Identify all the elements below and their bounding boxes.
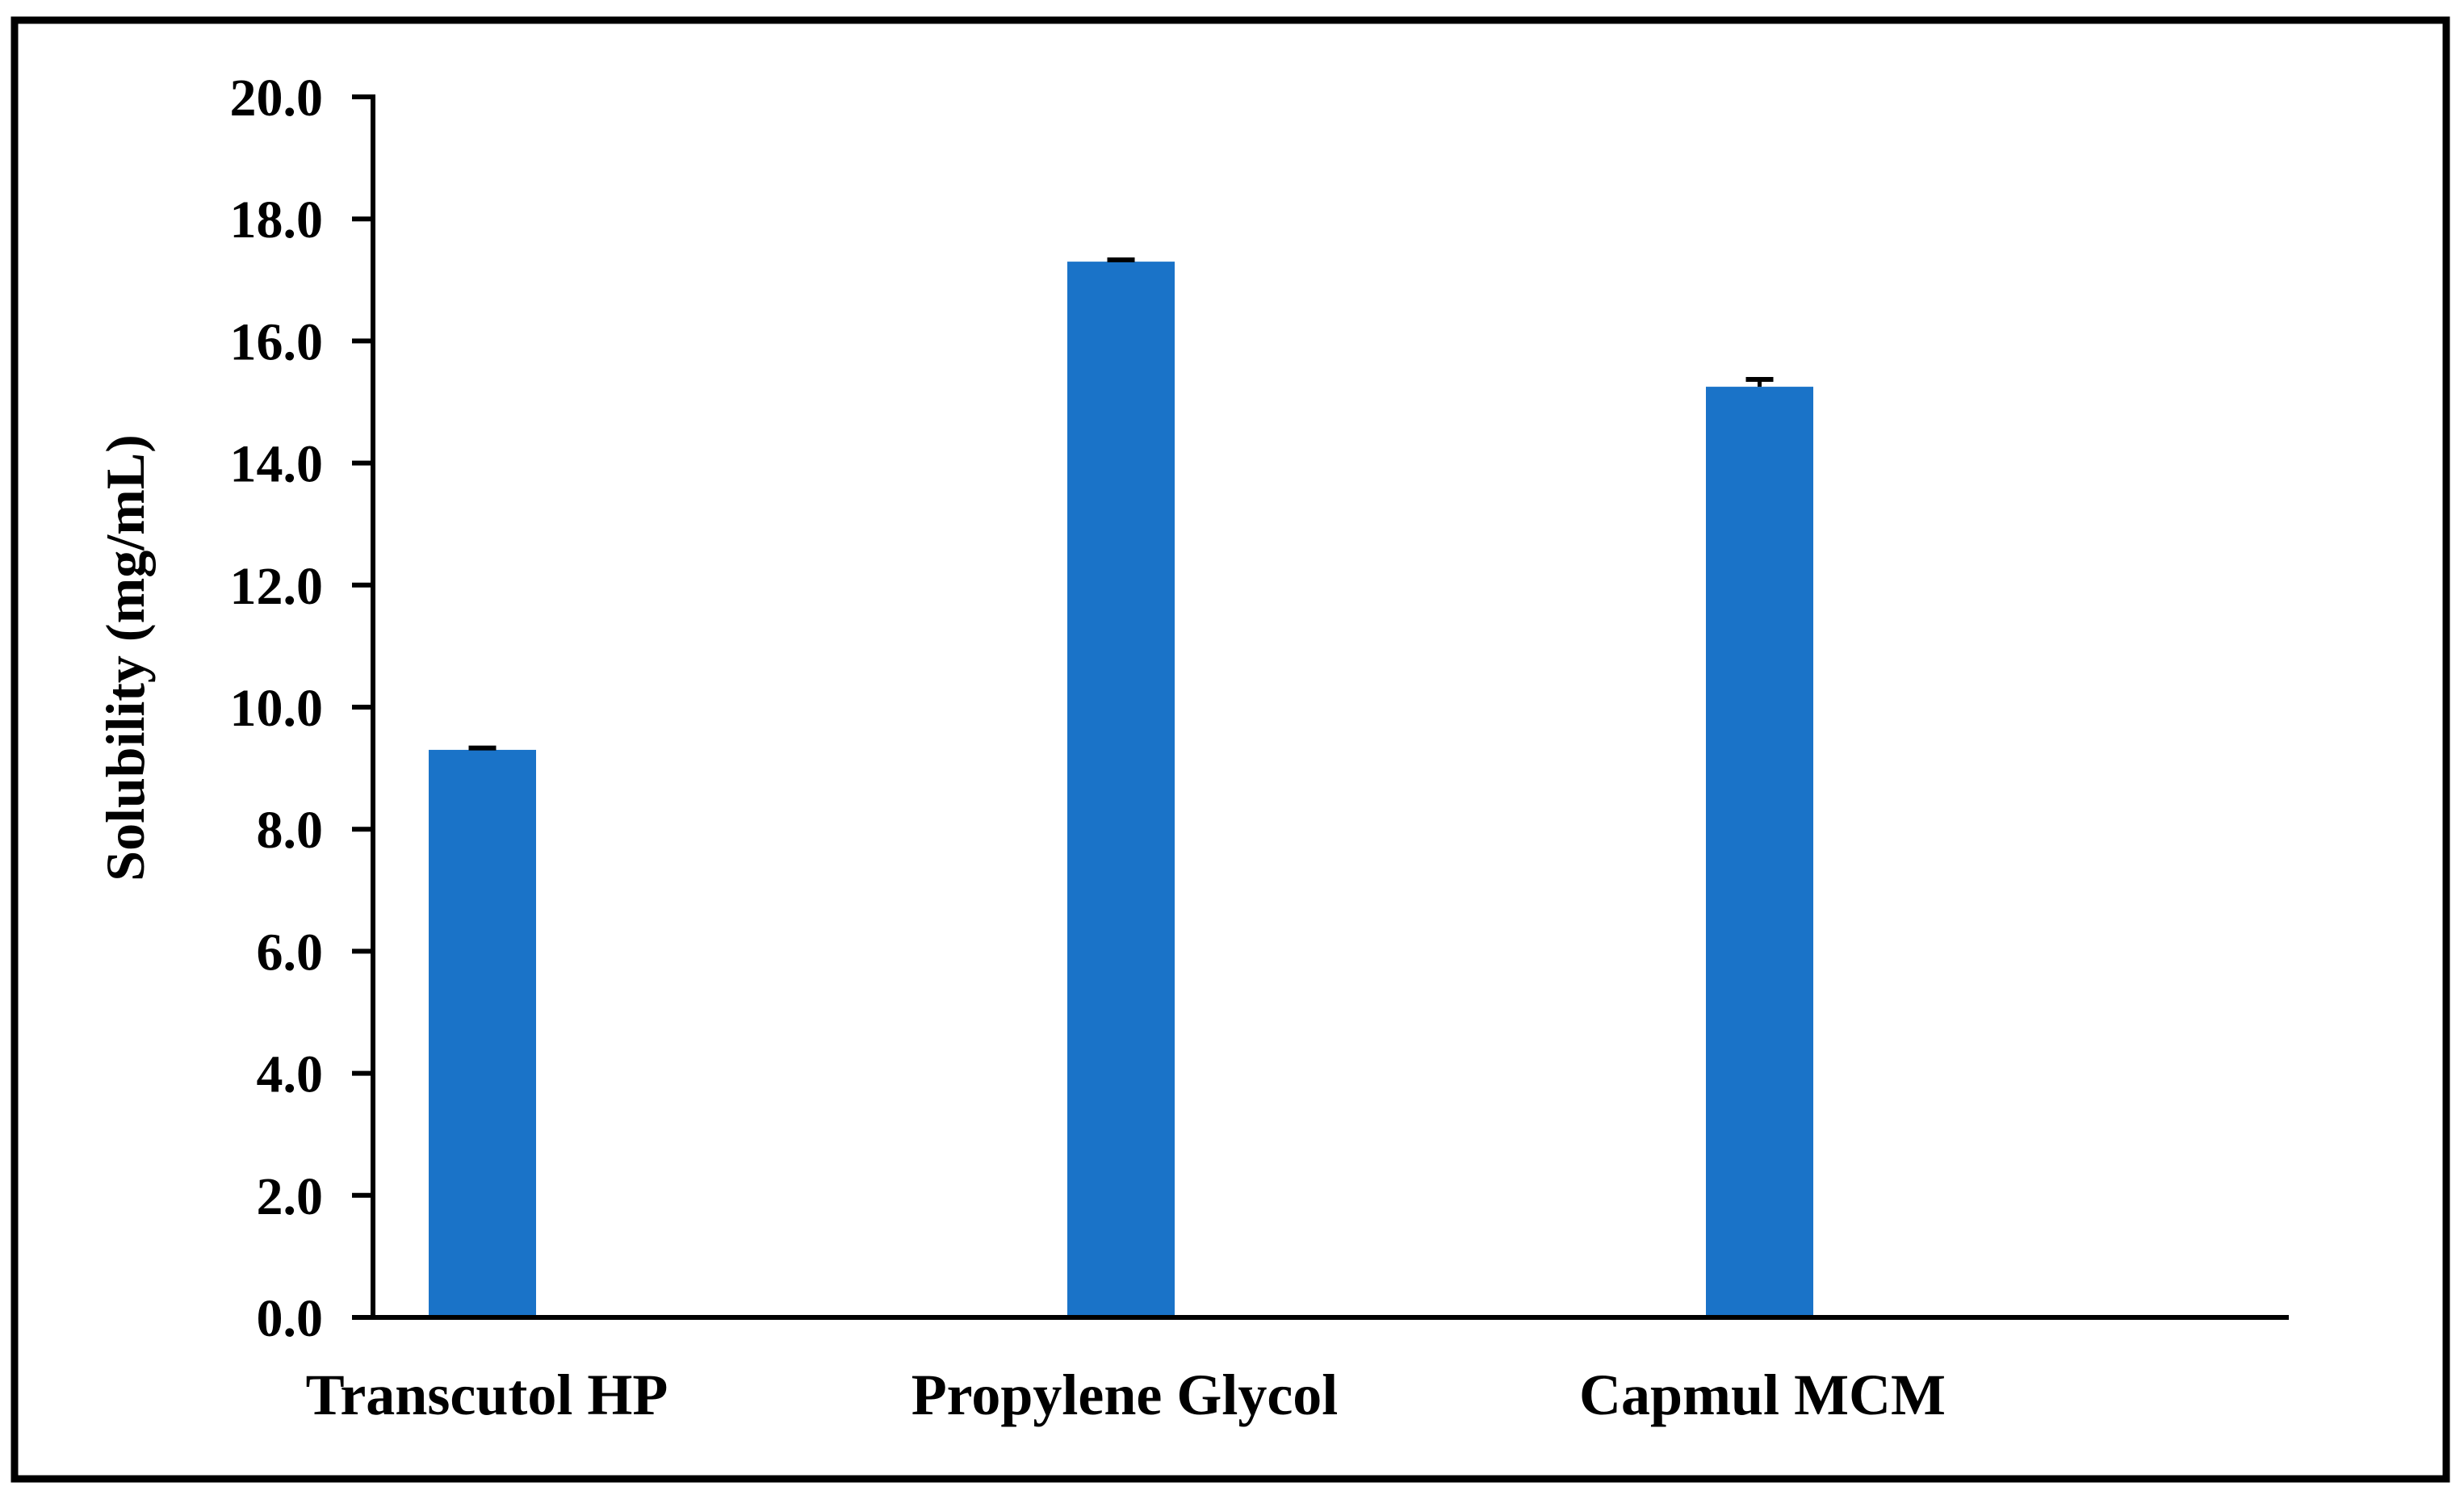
bar: [429, 749, 536, 1317]
y-tick-label: 18.0: [230, 191, 324, 249]
x-category-label: Capmul MCM: [1579, 1363, 1946, 1427]
y-tick-label: 20.0: [230, 69, 324, 128]
y-tick-label: 0.0: [257, 1289, 324, 1348]
bar: [1067, 262, 1175, 1317]
y-tick-label: 4.0: [257, 1045, 324, 1104]
x-category-label: Transcutol HP: [306, 1363, 668, 1427]
error-bars: [468, 257, 1774, 751]
y-tick-label: 6.0: [257, 923, 324, 982]
y-tick-label: 8.0: [257, 801, 324, 860]
y-tick-label: 16.0: [230, 312, 324, 371]
bars: [429, 262, 1813, 1318]
y-tick-label: 10.0: [230, 679, 324, 738]
y-tick-label: 14.0: [230, 435, 324, 494]
x-axis-labels: Transcutol HP Propylene Glycol Capmul MCM: [306, 1363, 1946, 1427]
y-tick-label: 2.0: [257, 1167, 324, 1226]
x-category-label: Propylene Glycol: [911, 1363, 1339, 1427]
y-tick-label: 12.0: [230, 557, 324, 616]
y-axis-ticks: 0.0 2.0 4.0 6.0 8.0 10.0 12.0 14.0 16.0 18.0 20.0: [230, 69, 373, 1348]
y-axis-label: Solubility (mg/mL): [94, 434, 156, 882]
chart-border: [10, 16, 2450, 1483]
bar: [1706, 387, 1813, 1318]
